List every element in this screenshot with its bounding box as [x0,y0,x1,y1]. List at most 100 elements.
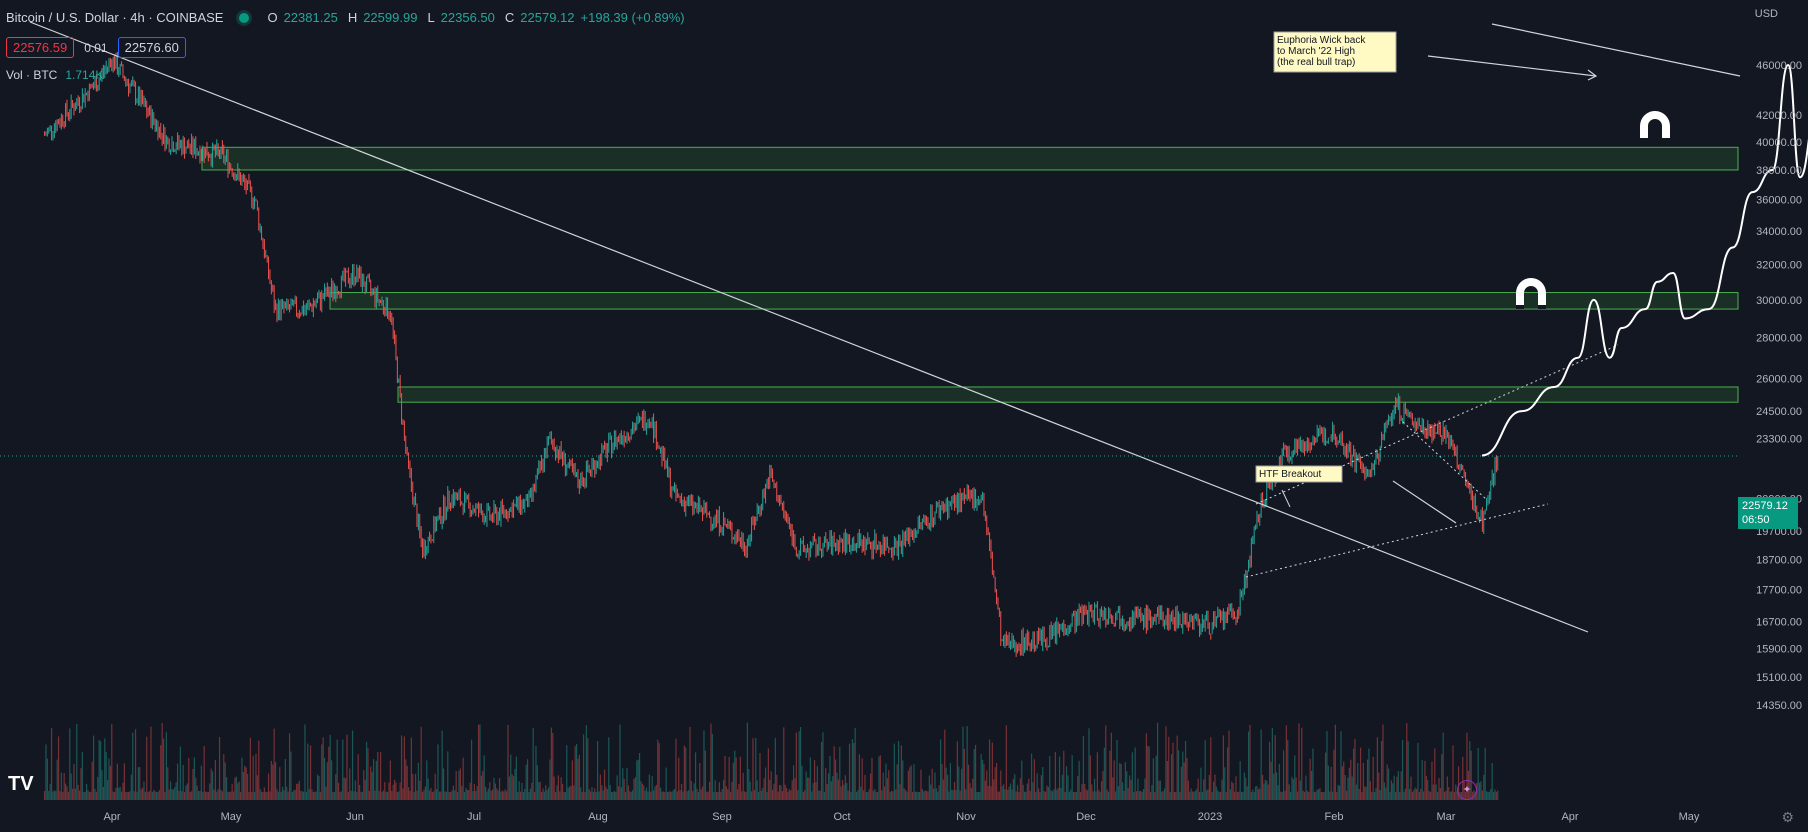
volume-bar [1369,781,1371,800]
volume-bar [589,791,592,800]
volume-bar [542,788,544,800]
volume-bar [53,790,55,800]
volume-bar [1226,747,1229,800]
volume-bar [385,791,387,800]
volume-bar [1324,752,1327,800]
upper-trendline [1491,23,1741,77]
volume-bar [1275,772,1278,800]
volume-bar [1478,782,1481,800]
volume-bar [414,773,417,800]
volume-bar [232,791,235,800]
volume-bar [1046,785,1048,800]
time-axis[interactable]: Apr May Jun Jul Aug Sep Oct Nov Dec 2023 Feb Mar Apr… [103,811,1699,823]
volume-bar [977,791,979,800]
volume-bar [878,756,880,800]
volume-bar [347,791,349,800]
volume-bar [316,774,319,800]
support-zone [329,292,1739,310]
volume-bar [715,791,718,800]
volume-bar [1196,788,1198,800]
volume-bar [1415,789,1418,800]
volume-bar [125,791,127,800]
volume-bar [1053,789,1055,800]
volume-bar [745,791,747,800]
volume-bar [1264,779,1266,800]
volume-bar [242,772,244,800]
volume-bar [724,755,726,800]
volume-bar [1096,752,1098,800]
volume-bar [1351,776,1353,800]
volume-bar [311,789,313,800]
bid-button[interactable]: 22576.59 [6,37,75,58]
volume-bar [1330,766,1332,800]
volume-bar [1428,790,1430,800]
volume-bar [526,759,529,800]
volume-bar [206,791,208,800]
volume-bar [1294,755,1296,800]
volume-bar [1299,780,1301,800]
volume-bar [1100,781,1103,800]
volume-bar [876,792,879,800]
volume-bar [599,774,601,800]
symbol-title[interactable]: Bitcoin / U.S. Dollar · 4h · COINBASE [6,10,224,25]
volume-bar [764,767,767,800]
volume-bar [633,778,635,800]
alert-star-icon[interactable]: ✦ [1457,780,1477,800]
volume-bar [718,782,720,800]
volume-bar [217,789,219,800]
volume-bar [1084,784,1086,800]
volume-bar [687,790,690,800]
volume-bar [153,789,155,800]
volume-bar [662,791,664,800]
volume-bar [179,746,181,800]
volume-bar [185,785,187,800]
volume-bar [753,790,755,800]
volume-bar [463,791,466,800]
volume-bar [1455,784,1457,800]
volume-bar [473,783,475,800]
volume-bar [521,783,523,800]
volume-bar [69,728,71,800]
volume-bar [837,779,839,800]
volume-bar [535,745,537,800]
price-axis[interactable]: 46000.00 42000.00 40000.00 38000.00 36000.00… [1756,60,1802,712]
volume-bar [802,791,804,800]
volume-bar [1291,776,1293,800]
volume-bar [234,777,236,800]
wedge-lower [1392,480,1457,524]
volume-bar [1404,788,1406,800]
volume-bar [522,792,524,800]
volume-bar [1274,735,1276,800]
volume-bar [1287,739,1289,800]
volume-bar [664,791,666,800]
volume-bar [1071,755,1073,800]
ask-button[interactable]: 22576.60 [117,37,186,58]
volume-bar [893,743,895,800]
volume-bar [83,791,85,800]
volume-bar [1155,755,1157,800]
volume-legend[interactable]: Vol · BTC 1.714K [6,68,103,82]
volume-bar [1022,784,1024,800]
volume-bar [123,763,125,800]
volume-bar [969,783,971,800]
volume-bar [825,768,827,800]
volume-bar [1309,758,1311,800]
volume-bar [874,789,876,800]
settings-gear-icon[interactable]: ⚙ [1781,809,1794,825]
projected-price-path [1481,63,1808,457]
volume-bar [1348,767,1350,800]
tradingview-logo[interactable]: TV [8,773,34,795]
volume-bar [780,785,782,800]
volume-bar [1407,741,1409,800]
magnet-body [1640,111,1670,142]
volume-bar [314,791,316,800]
volume-bar [80,768,82,800]
volume-bar [829,755,831,800]
currency-selector[interactable]: USD [1754,8,1778,20]
volume-bar [1116,739,1118,800]
volume-bar [1399,791,1401,800]
volume-bar [1431,761,1433,800]
volume-bar [1200,767,1202,800]
